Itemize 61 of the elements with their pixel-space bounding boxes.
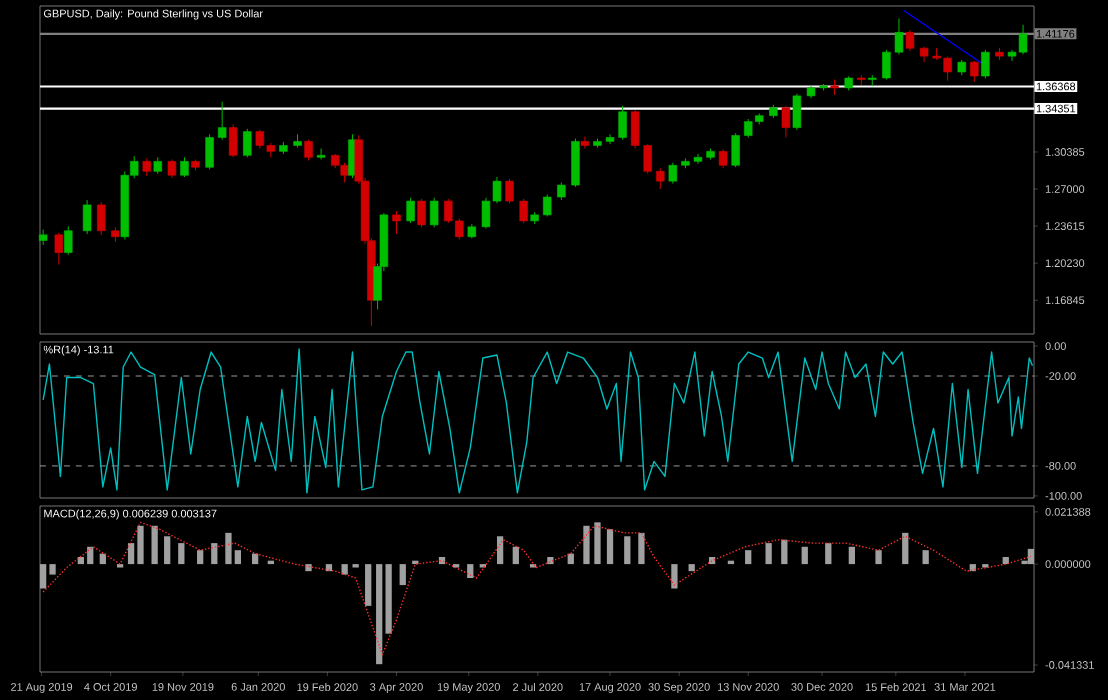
bar	[211, 543, 218, 565]
candlestick	[167, 158, 177, 179]
candlestick	[38, 229, 48, 246]
candlestick	[304, 139, 313, 162]
bar	[671, 564, 678, 589]
candlestick	[571, 138, 580, 188]
candlestick	[792, 93, 802, 131]
candlestick	[970, 60, 979, 83]
bar	[875, 550, 882, 565]
bar	[164, 536, 171, 565]
bar	[512, 546, 519, 565]
bar	[922, 550, 929, 565]
bar	[594, 522, 601, 565]
bar	[848, 546, 855, 565]
bar	[399, 564, 406, 586]
candlestick	[505, 178, 514, 204]
candlestick	[519, 198, 528, 224]
candlestick	[406, 197, 415, 224]
candlestick	[97, 201, 106, 236]
line-series	[42, 348, 1034, 494]
bar	[496, 536, 504, 565]
bar	[638, 532, 645, 565]
candlestick	[668, 162, 678, 185]
candlestick	[981, 49, 990, 79]
bar	[583, 525, 590, 565]
candlestick	[580, 135, 590, 150]
bar	[341, 564, 348, 575]
bar	[1002, 557, 1009, 565]
candlestick	[656, 167, 665, 190]
candlestick	[228, 123, 238, 158]
candlestick	[731, 132, 740, 168]
bar	[606, 529, 614, 565]
bar	[624, 536, 631, 565]
candlestick	[905, 29, 915, 52]
candlestick	[217, 101, 227, 141]
candlestick	[417, 198, 426, 228]
bar	[801, 546, 808, 565]
bar	[197, 550, 204, 565]
candlestick	[64, 225, 73, 256]
bar	[765, 543, 772, 565]
bar	[467, 564, 474, 579]
line-series	[42, 521, 1032, 656]
candlestick	[82, 199, 92, 235]
bar	[151, 525, 158, 565]
candlestick	[180, 156, 189, 178]
candlestick	[781, 105, 791, 139]
bar	[825, 543, 832, 565]
bar	[781, 539, 788, 565]
candlestick	[392, 210, 401, 235]
candlestick	[718, 149, 728, 169]
bar	[745, 550, 752, 565]
bar	[178, 543, 185, 565]
candlestick	[54, 232, 64, 266]
candlestick	[316, 148, 326, 160]
candlestick	[429, 197, 439, 228]
bar	[902, 532, 909, 565]
bar	[305, 564, 312, 572]
candlestick	[243, 128, 252, 158]
bar	[688, 564, 695, 572]
candlestick	[205, 133, 214, 170]
bar	[365, 564, 372, 606]
